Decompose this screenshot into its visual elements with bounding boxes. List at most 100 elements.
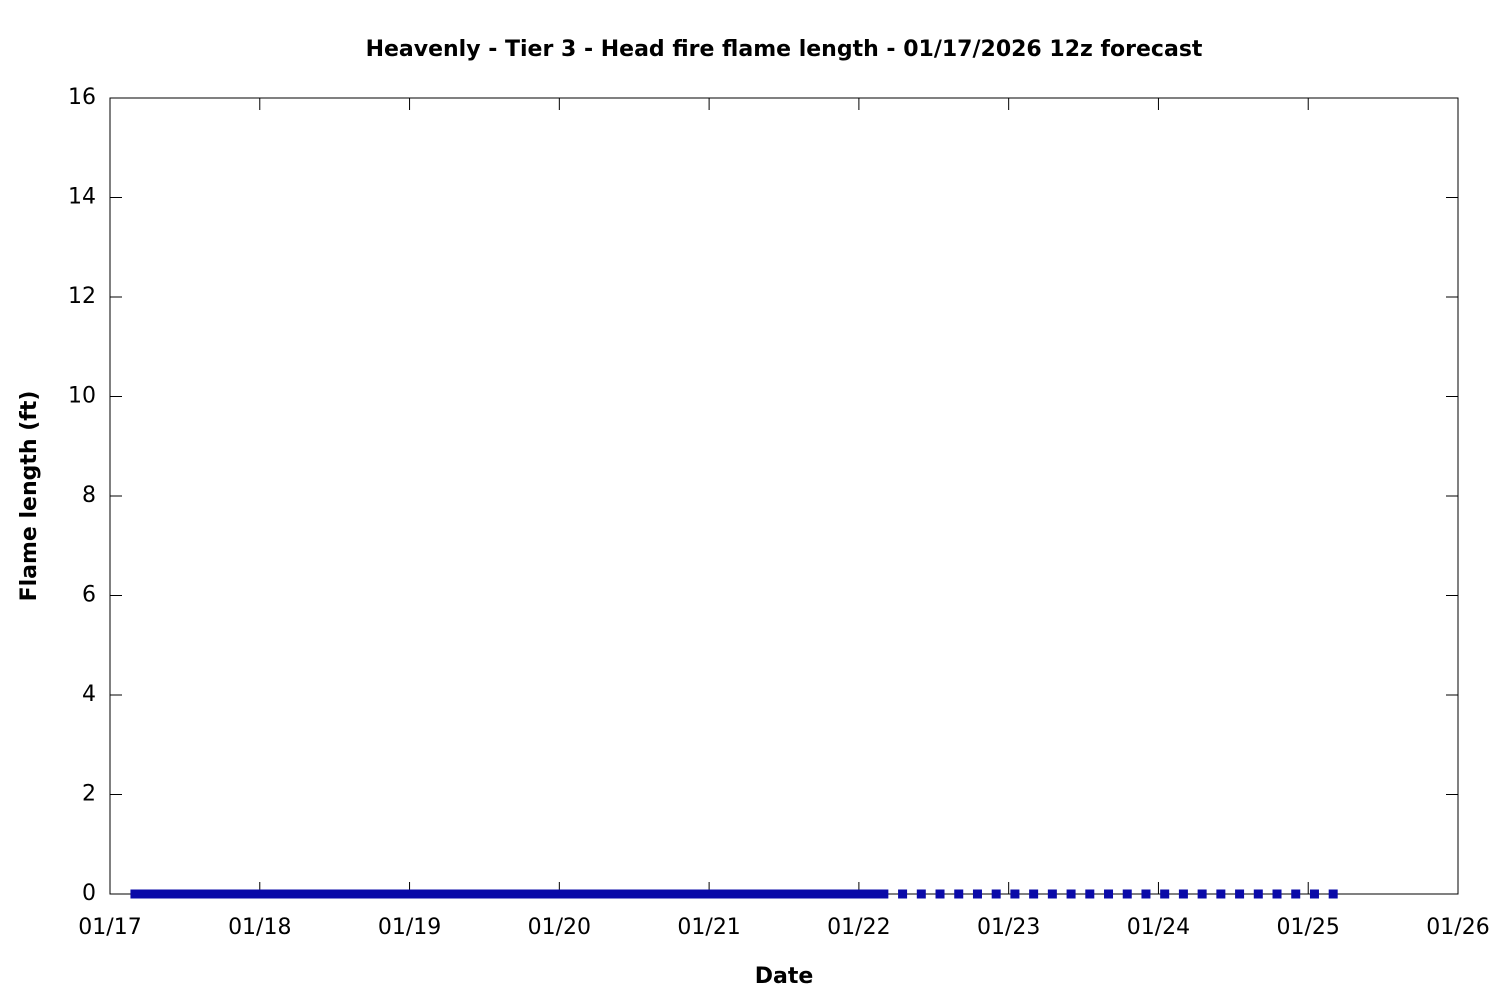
point: [1104, 889, 1114, 899]
point: [1085, 889, 1095, 899]
point: [991, 889, 1001, 899]
point: [417, 889, 427, 899]
point: [592, 889, 602, 899]
point: [461, 889, 471, 899]
y-tick-label: 6: [82, 583, 96, 608]
point: [192, 889, 202, 899]
point: [573, 889, 583, 899]
chart-title: Heavenly - Tier 3 - Head fire flame leng…: [366, 37, 1203, 62]
point: [654, 889, 664, 899]
point: [255, 889, 265, 899]
point: [373, 889, 383, 899]
point: [1309, 889, 1319, 899]
point: [330, 889, 340, 899]
point: [767, 889, 777, 899]
point: [186, 889, 196, 899]
point: [367, 889, 377, 899]
point: [785, 889, 795, 899]
point: [274, 889, 283, 899]
point: [479, 889, 489, 899]
point: [442, 889, 452, 899]
point: [1047, 889, 1057, 899]
point: [1141, 889, 1151, 899]
point: [579, 889, 589, 899]
point: [136, 889, 146, 899]
point: [130, 889, 140, 899]
point: [398, 889, 408, 899]
point: [635, 889, 645, 899]
point: [386, 889, 396, 899]
point: [642, 889, 652, 899]
point: [211, 889, 221, 899]
point: [760, 889, 770, 899]
x-tick-label: 01/23: [977, 915, 1040, 940]
point: [336, 889, 346, 899]
point: [854, 889, 864, 899]
point: [773, 889, 783, 899]
x-tick-label: 01/22: [827, 915, 890, 940]
point: [361, 889, 371, 899]
point: [667, 889, 677, 899]
point: [199, 889, 209, 899]
point: [723, 889, 733, 899]
point: [816, 889, 826, 899]
point: [473, 889, 483, 899]
point: [1160, 889, 1170, 899]
point: [748, 889, 758, 899]
point: [436, 889, 446, 899]
point: [1328, 889, 1338, 899]
point: [536, 889, 546, 899]
point: [742, 889, 752, 899]
point: [866, 889, 876, 899]
point: [486, 889, 496, 899]
point: [511, 889, 521, 899]
point: [1216, 889, 1226, 899]
point: [448, 889, 458, 899]
point: [717, 889, 727, 899]
point: [249, 889, 259, 899]
point: [548, 889, 558, 899]
point: [292, 889, 302, 899]
point: [954, 889, 964, 899]
y-tick-label: 4: [82, 682, 96, 707]
point: [149, 889, 159, 899]
point: [261, 889, 271, 899]
x-tick-label: 01/25: [1277, 915, 1340, 940]
point: [1272, 889, 1282, 899]
point: [779, 889, 789, 899]
x-tick-label: 01/19: [378, 915, 441, 940]
y-tick-label: 2: [82, 782, 96, 807]
point: [348, 889, 358, 899]
point: [629, 889, 639, 899]
x-axis-label: Date: [755, 964, 814, 989]
point: [355, 889, 365, 899]
point: [286, 889, 296, 899]
point: [698, 889, 708, 899]
point: [174, 889, 184, 899]
point: [523, 889, 533, 899]
point: [280, 889, 290, 899]
point: [791, 889, 801, 899]
point: [735, 889, 745, 899]
point: [1291, 889, 1301, 899]
point: [729, 889, 739, 899]
point: [754, 889, 764, 899]
point: [1066, 889, 1076, 899]
point: [392, 889, 402, 899]
point: [710, 889, 720, 899]
x-tick-label: 01/26: [1426, 915, 1489, 940]
y-tick-label: 10: [68, 384, 96, 409]
point: [1253, 889, 1263, 899]
point: [810, 889, 820, 899]
point: [660, 889, 670, 899]
x-tick-label: 01/21: [677, 915, 740, 940]
point: [898, 889, 908, 899]
point: [517, 889, 527, 899]
point: [529, 889, 539, 899]
point: [155, 889, 165, 899]
point: [342, 889, 352, 899]
point: [305, 889, 315, 899]
point: [454, 889, 464, 899]
